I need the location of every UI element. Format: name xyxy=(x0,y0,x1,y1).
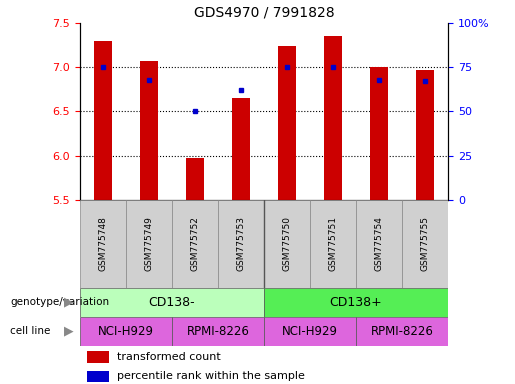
Bar xyxy=(264,317,356,346)
Text: GSM775751: GSM775751 xyxy=(329,216,337,271)
Text: ▶: ▶ xyxy=(64,325,73,338)
Bar xyxy=(218,200,264,288)
Text: transformed count: transformed count xyxy=(116,352,220,362)
Bar xyxy=(80,317,172,346)
Text: CD138-: CD138- xyxy=(148,296,195,309)
Bar xyxy=(356,317,448,346)
Bar xyxy=(87,351,109,363)
Text: GSM775748: GSM775748 xyxy=(98,217,107,271)
Bar xyxy=(172,317,264,346)
Bar xyxy=(80,200,126,288)
Title: GDS4970 / 7991828: GDS4970 / 7991828 xyxy=(194,5,334,19)
Bar xyxy=(186,158,204,200)
Bar xyxy=(140,61,158,200)
Bar xyxy=(172,200,218,288)
Text: GSM775753: GSM775753 xyxy=(236,216,246,271)
Bar xyxy=(356,200,402,288)
Bar xyxy=(264,288,448,317)
Bar xyxy=(416,70,434,200)
Bar xyxy=(94,41,112,200)
Text: GSM775754: GSM775754 xyxy=(374,217,384,271)
Text: NCI-H929: NCI-H929 xyxy=(98,325,154,338)
Bar xyxy=(126,200,172,288)
Bar xyxy=(278,46,296,200)
Text: cell line: cell line xyxy=(10,326,50,336)
Text: NCI-H929: NCI-H929 xyxy=(282,325,338,338)
Text: ▶: ▶ xyxy=(64,296,73,309)
Text: RPMI-8226: RPMI-8226 xyxy=(371,325,434,338)
Bar xyxy=(87,371,109,382)
Text: CD138+: CD138+ xyxy=(330,296,382,309)
Text: GSM775750: GSM775750 xyxy=(282,216,291,271)
Bar xyxy=(402,200,448,288)
Text: RPMI-8226: RPMI-8226 xyxy=(186,325,249,338)
Bar xyxy=(264,200,310,288)
Bar xyxy=(370,67,388,200)
Text: GSM775749: GSM775749 xyxy=(144,217,153,271)
Text: GSM775755: GSM775755 xyxy=(421,216,430,271)
Bar xyxy=(324,36,342,200)
Bar xyxy=(80,288,264,317)
Text: percentile rank within the sample: percentile rank within the sample xyxy=(116,371,304,381)
Bar xyxy=(232,98,250,200)
Text: genotype/variation: genotype/variation xyxy=(10,297,109,308)
Text: GSM775752: GSM775752 xyxy=(191,217,199,271)
Bar xyxy=(310,200,356,288)
